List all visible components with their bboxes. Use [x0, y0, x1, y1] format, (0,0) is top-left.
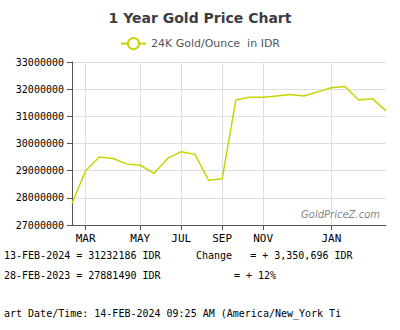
svg-text:1 Year Gold Price Chart: 1 Year Gold Price Chart [109, 10, 292, 26]
svg-text:= + 12%: = + 12% [234, 270, 276, 281]
svg-text:28000000: 28000000 [16, 192, 64, 203]
svg-text:27000000: 27000000 [16, 220, 64, 231]
svg-text:28-FEB-2023 = 27881490 IDR: 28-FEB-2023 = 27881490 IDR [4, 270, 162, 281]
svg-text:GoldPriceZ.com: GoldPriceZ.com [301, 209, 380, 220]
svg-text:MAR: MAR [76, 232, 96, 245]
svg-text:31000000: 31000000 [16, 111, 64, 122]
svg-text:MAY: MAY [130, 232, 150, 245]
svg-text:JAN: JAN [321, 232, 341, 245]
svg-text:24K Gold/Ounce in IDR: 24K Gold/Ounce in IDR [151, 37, 280, 50]
svg-text:Change = + 3,350,696 IDR: Change = + 3,350,696 IDR [196, 250, 354, 261]
svg-text:JUL: JUL [171, 232, 191, 245]
svg-text:NOV: NOV [253, 232, 273, 245]
svg-text:29000000: 29000000 [16, 165, 64, 176]
svg-text:33000000: 33000000 [16, 57, 64, 68]
svg-text:art Date/Time: 14-FEB-2024 09:: art Date/Time: 14-FEB-2024 09:25 AM (Ame… [4, 308, 341, 320]
svg-text:32000000: 32000000 [16, 84, 64, 95]
svg-text:SEP: SEP [212, 232, 232, 245]
svg-text:30000000: 30000000 [16, 138, 64, 149]
svg-text:13-FEB-2024 = 31232186 IDR: 13-FEB-2024 = 31232186 IDR [4, 250, 162, 261]
